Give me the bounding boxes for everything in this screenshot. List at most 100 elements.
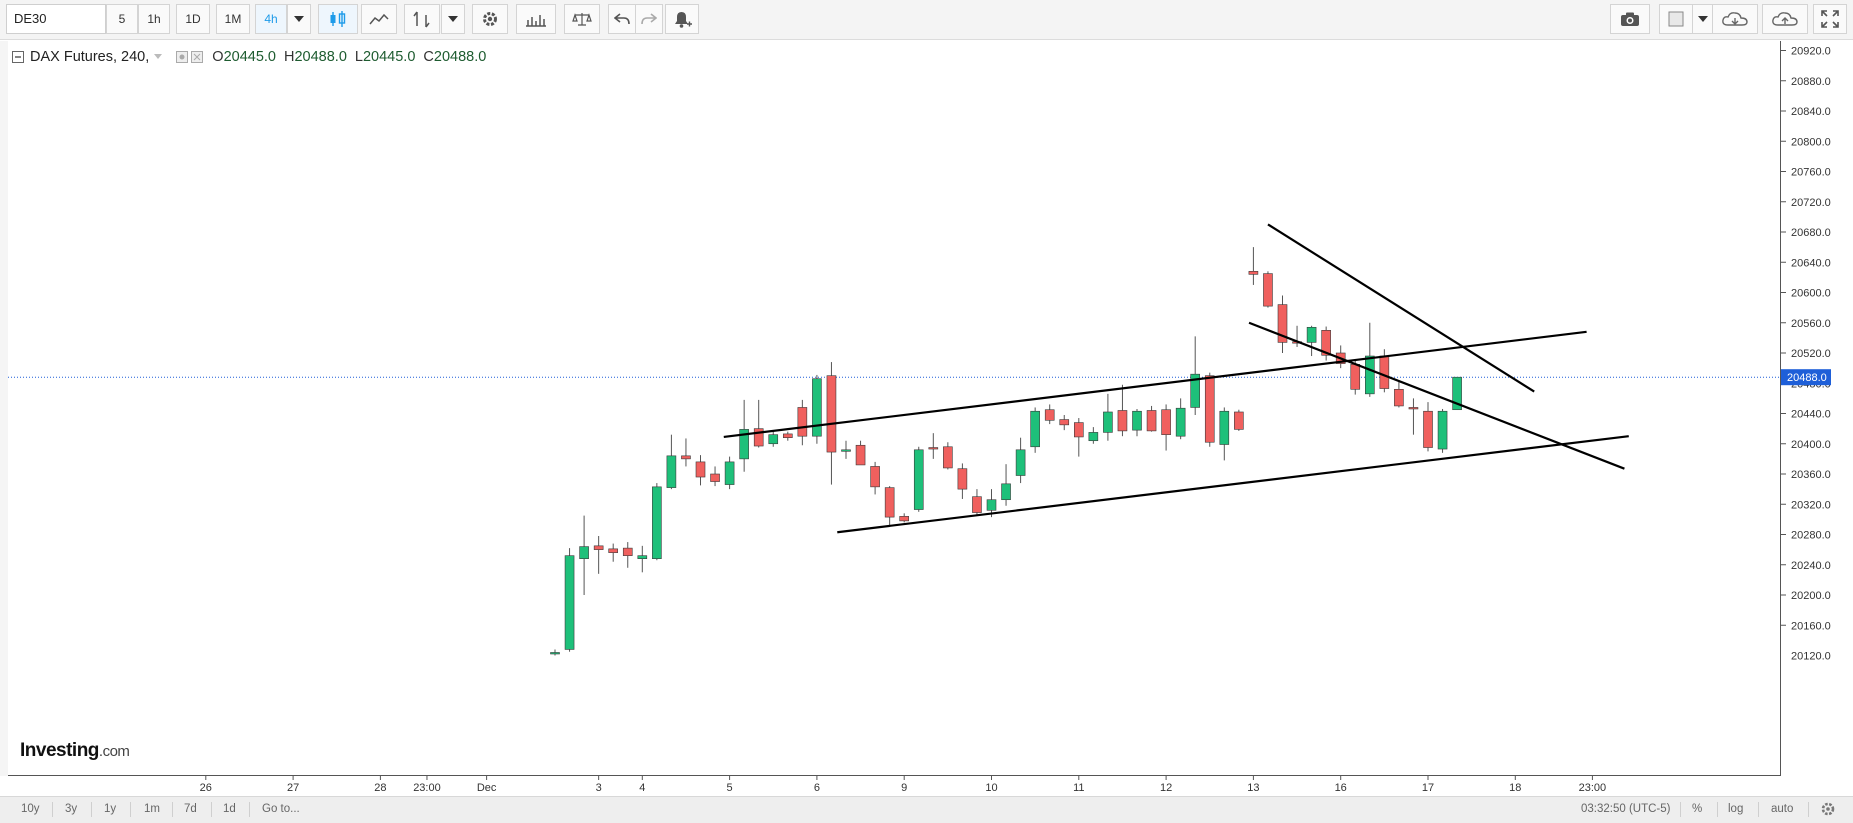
candle[interactable] — [681, 438, 691, 467]
candle[interactable] — [579, 515, 589, 595]
legend-title[interactable]: DAX Futures, 240, — [30, 49, 150, 65]
candle[interactable] — [1175, 398, 1186, 440]
save-chart-button[interactable] — [1762, 4, 1808, 34]
candle[interactable] — [1030, 407, 1040, 453]
candle[interactable] — [899, 513, 910, 523]
candle[interactable] — [841, 440, 851, 459]
candle[interactable] — [1365, 322, 1375, 397]
candle[interactable] — [1103, 393, 1113, 441]
candle[interactable] — [1234, 409, 1244, 431]
candle[interactable] — [1437, 408, 1448, 453]
add-alert-button[interactable] — [665, 4, 699, 34]
candle[interactable] — [1394, 381, 1404, 408]
color-dropdown-button[interactable] — [1692, 4, 1714, 34]
candle[interactable] — [870, 461, 880, 495]
candle[interactable] — [1306, 325, 1317, 357]
candle[interactable] — [710, 466, 720, 487]
candle[interactable] — [622, 542, 633, 568]
candle[interactable] — [724, 456, 735, 490]
candle[interactable] — [1132, 408, 1142, 437]
indicators-button[interactable] — [404, 4, 440, 34]
candle[interactable] — [1146, 405, 1157, 432]
candle[interactable] — [1321, 326, 1331, 361]
indicators-dropdown-button[interactable] — [441, 4, 465, 34]
range-10y-button[interactable]: 10y — [21, 803, 40, 815]
chart-type-candles-button[interactable] — [318, 4, 358, 34]
candle[interactable] — [1015, 437, 1026, 484]
trendline[interactable] — [1267, 223, 1535, 393]
auto-scale-button[interactable]: auto — [1771, 803, 1794, 815]
candle[interactable] — [1408, 398, 1419, 435]
candle[interactable] — [608, 543, 619, 562]
candle[interactable] — [1263, 271, 1273, 308]
background-color-button[interactable] — [1659, 4, 1693, 34]
settings-button[interactable] — [472, 4, 508, 34]
line-style-button[interactable] — [361, 4, 397, 34]
collapse-legend-icon[interactable] — [12, 51, 24, 63]
candle[interactable] — [637, 545, 648, 573]
candle[interactable] — [1044, 404, 1055, 425]
range-1m-button[interactable]: 1m — [144, 803, 160, 815]
legend-settings-icon[interactable] — [176, 51, 204, 63]
candle[interactable] — [1161, 404, 1171, 451]
candle[interactable] — [1219, 407, 1230, 461]
chart-area[interactable] — [8, 41, 1781, 776]
volume-bars-button[interactable] — [516, 4, 556, 34]
candle[interactable] — [1277, 295, 1288, 353]
chart-properties-button[interactable] — [1820, 801, 1836, 820]
candle[interactable] — [593, 536, 604, 574]
candle[interactable] — [1248, 247, 1259, 285]
candle[interactable] — [1204, 372, 1215, 447]
candle[interactable] — [782, 431, 793, 441]
trendline[interactable] — [837, 435, 1629, 534]
candle[interactable] — [1423, 402, 1433, 452]
undo-button[interactable] — [608, 4, 636, 34]
symbol-input[interactable]: DE30 — [6, 4, 106, 34]
trendline[interactable] — [723, 330, 1587, 439]
candlestick-chart[interactable] — [8, 41, 1781, 776]
chevron-down-icon[interactable] — [154, 54, 164, 60]
candle[interactable] — [1088, 427, 1099, 444]
candle[interactable] — [1190, 336, 1200, 416]
price-axis[interactable]: 20160.0 20200.0 20240.0 20280.0 20320.0 20360… — [1781, 41, 1853, 776]
candle[interactable] — [797, 399, 808, 446]
snapshot-button[interactable] — [1610, 4, 1650, 34]
candle[interactable] — [695, 455, 706, 486]
candle[interactable] — [768, 430, 779, 447]
interval-4h-button[interactable]: 4h — [255, 4, 287, 34]
candle[interactable] — [1074, 418, 1084, 457]
candle[interactable] — [1117, 384, 1128, 437]
candle[interactable] — [855, 440, 866, 466]
range-1d-button[interactable]: 1d — [223, 803, 236, 815]
candle[interactable] — [1001, 464, 1011, 506]
candle[interactable] — [753, 399, 764, 448]
goto-date-button[interactable]: Go to... — [262, 803, 300, 815]
candle[interactable] — [943, 442, 953, 470]
candle[interactable] — [666, 434, 677, 490]
candle[interactable] — [1059, 415, 1070, 431]
candle[interactable] — [812, 374, 822, 444]
redo-button[interactable] — [635, 4, 663, 34]
compare-button[interactable] — [564, 4, 600, 34]
interval-5-button[interactable]: 5 — [106, 4, 138, 34]
load-chart-button[interactable] — [1712, 4, 1758, 34]
range-3y-button[interactable]: 3y — [65, 803, 78, 815]
candle[interactable] — [884, 486, 895, 527]
candle[interactable] — [972, 489, 982, 516]
interval-dropdown-button[interactable] — [287, 4, 311, 34]
interval-1d-button[interactable]: 1D — [176, 4, 210, 34]
candle[interactable] — [913, 446, 924, 512]
range-1y-button[interactable]: 1y — [104, 803, 117, 815]
fullscreen-button[interactable] — [1813, 4, 1847, 34]
trendline[interactable] — [1248, 321, 1625, 470]
candle[interactable] — [550, 649, 560, 656]
log-scale-button[interactable]: log — [1728, 803, 1744, 815]
interval-1h-button[interactable]: 1h — [138, 4, 170, 34]
candle[interactable] — [739, 399, 749, 472]
candle[interactable] — [957, 463, 968, 499]
candle[interactable] — [564, 548, 575, 652]
interval-1m-button[interactable]: 1M — [216, 4, 250, 34]
candle[interactable] — [928, 433, 939, 459]
time-axis[interactable]: 26 27 28 23:00 Dec 3 4 5 6 9 10 11 12 13 16 17 18 23:00 — [8, 776, 1781, 796]
candle[interactable] — [652, 483, 662, 561]
